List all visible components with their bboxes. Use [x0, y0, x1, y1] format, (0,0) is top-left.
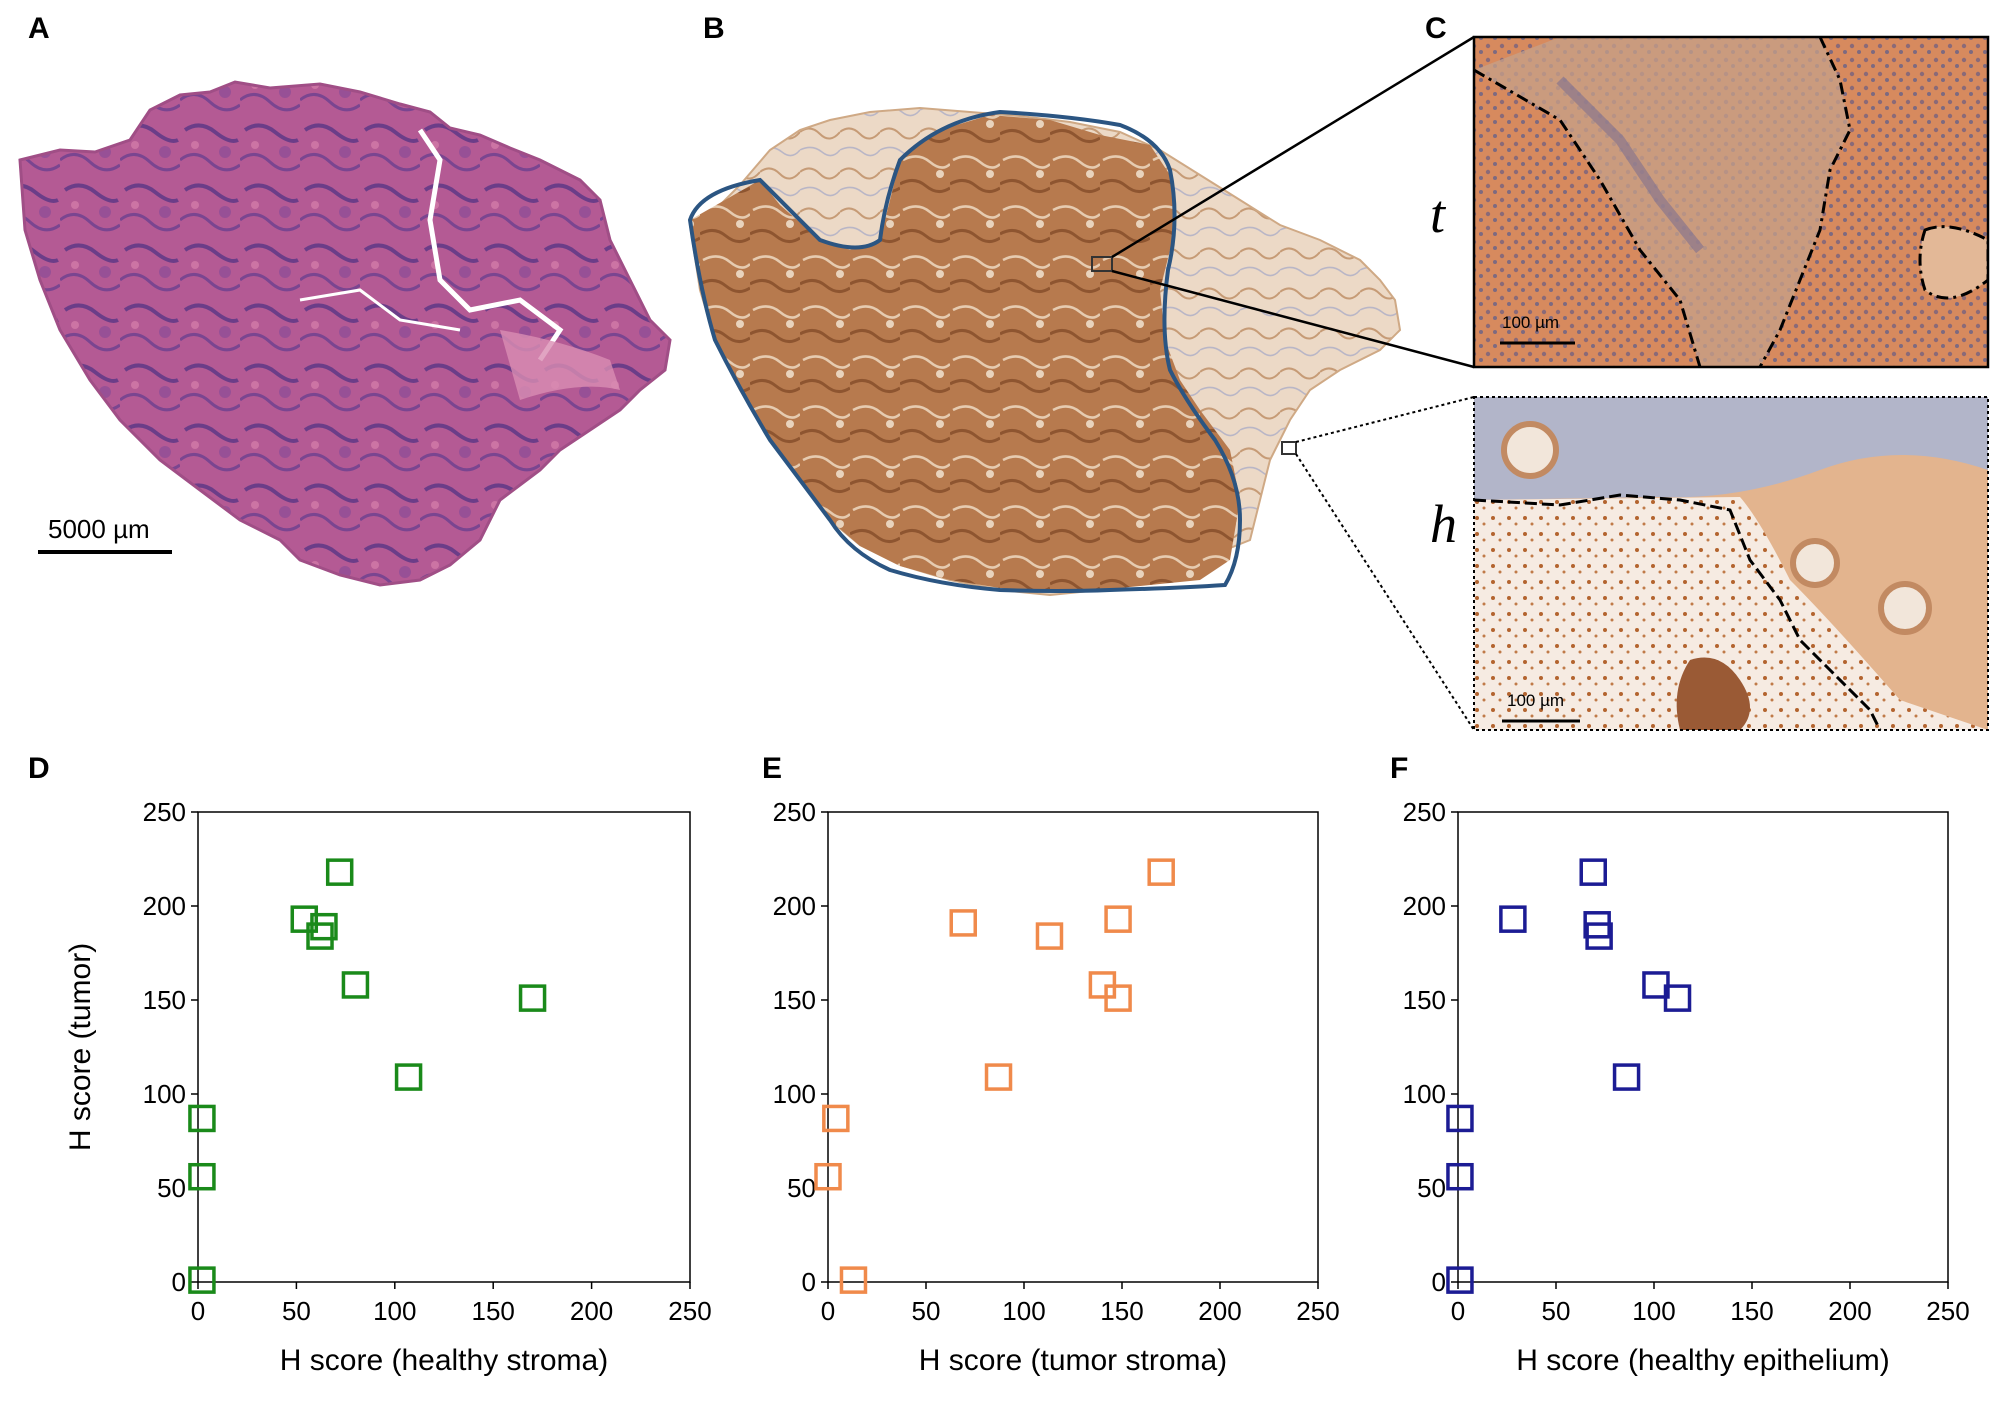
x-tick-label: 150 [472, 1296, 515, 1326]
scale-bar-label-main: 5000 µm [48, 514, 150, 544]
inset-box-h [1281, 441, 1297, 455]
y-tick-label: 0 [1432, 1267, 1446, 1297]
data-point [1446, 1162, 1474, 1191]
y-tick-label: 150 [143, 985, 186, 1015]
he-tissue-image [18, 80, 672, 587]
x-axis-label-e: H score (tumor stroma) [919, 1344, 1227, 1377]
x-tick-label: 0 [821, 1296, 835, 1326]
plot-frame-e [827, 811, 1319, 1283]
connector-line [1111, 269, 1475, 369]
data-point [814, 1162, 842, 1191]
data-point [188, 1104, 216, 1133]
data-point [188, 1162, 216, 1191]
x-tick-label: 100 [1632, 1296, 1675, 1326]
scatter-plot-e: 0 50 100 150 200 250 0 50 100 150 200 250 H score (t… [773, 797, 1340, 1377]
y-tick-label: 0 [802, 1267, 816, 1297]
data-point [290, 905, 319, 933]
x-axis-label-d: H score (healthy stroma) [280, 1344, 608, 1377]
inset-healthy-image [1474, 397, 1988, 730]
data-point [984, 1063, 1013, 1091]
x-tick-label: 100 [1002, 1296, 1045, 1326]
x-tick-label: 100 [373, 1296, 416, 1326]
inset-label-h: h [1430, 494, 1457, 554]
panel-label-f: F [1390, 752, 1408, 785]
data-point [1446, 1266, 1474, 1294]
scatter-plot-d: 0 50 100 150 200 250 0 50 100 150 200 250 H score (h… [64, 797, 712, 1377]
data-point [1104, 984, 1132, 1012]
inset-box-t [1091, 256, 1113, 272]
x-tick-label: 250 [1926, 1296, 1969, 1326]
y-tick-label: 50 [787, 1173, 816, 1203]
x-tick-label: 150 [1730, 1296, 1773, 1326]
data-point [306, 922, 334, 950]
panel-label-a: A [28, 12, 50, 45]
data-point [310, 912, 338, 941]
x-tick-label: 250 [668, 1296, 711, 1326]
data-point [1663, 984, 1692, 1012]
x-tick-label: 50 [1542, 1296, 1571, 1326]
inset-t-frame [1472, 35, 1990, 369]
x-tick-label: 0 [1451, 1296, 1465, 1326]
y-tick-label: 200 [773, 891, 816, 921]
x-tick-label: 50 [912, 1296, 941, 1326]
connector-line-dotted [1295, 396, 1475, 443]
x-tick-label: 0 [191, 1296, 205, 1326]
data-point [839, 1266, 868, 1294]
y-tick-label: 200 [1403, 891, 1446, 921]
data-point [1035, 922, 1064, 950]
y-tick-label: 250 [773, 797, 816, 827]
data-point [822, 1104, 850, 1133]
scale-bar-label-inset-t: 100 µm [1502, 313, 1559, 332]
data-point [394, 1063, 423, 1091]
data-point [1585, 922, 1613, 950]
y-tick-label: 50 [1417, 1173, 1446, 1203]
data-point [1147, 858, 1175, 886]
scatter-plot-f: 0 50 100 150 200 250 0 50 100 150 200 250 H score (h… [1403, 797, 1970, 1377]
inset-h-frame [1473, 396, 1989, 731]
ihc-tissue-image [687, 106, 1402, 597]
connector-line [1111, 35, 1475, 259]
scale-bar-label-inset-h: 100 µm [1507, 691, 1564, 710]
y-tick-label: 50 [157, 1173, 186, 1203]
panel-label-c: C [1425, 12, 1447, 45]
y-tick-label: 0 [172, 1267, 186, 1297]
x-tick-label: 200 [1828, 1296, 1871, 1326]
data-point [1612, 1063, 1641, 1091]
connector-line-dotted [1295, 453, 1475, 731]
data-point [341, 971, 370, 999]
plot-frame-f [1457, 811, 1949, 1283]
y-tick-label: 200 [143, 891, 186, 921]
plot-frame-d [197, 811, 691, 1283]
panel-label-b: B [703, 12, 725, 45]
x-tick-label: 200 [570, 1296, 613, 1326]
x-tick-label: 50 [282, 1296, 311, 1326]
y-tick-label: 100 [1403, 1079, 1446, 1109]
y-tick-label: 150 [773, 985, 816, 1015]
data-point [325, 858, 354, 886]
x-tick-label: 250 [1296, 1296, 1339, 1326]
tumor-outline [687, 109, 1243, 593]
y-tick-label: 100 [143, 1079, 186, 1109]
x-tick-label: 150 [1100, 1296, 1143, 1326]
x-tick-label: 200 [1198, 1296, 1241, 1326]
panel-label-d: D [28, 752, 50, 785]
y-tick-label: 250 [143, 797, 186, 827]
x-axis-label-f: H score (healthy epithelium) [1516, 1344, 1890, 1377]
data-point [1104, 905, 1132, 933]
data-point [1499, 905, 1527, 933]
data-point [1579, 858, 1607, 886]
y-axis-label-d: H score (tumor) [64, 943, 97, 1151]
panel-label-e: E [762, 752, 782, 785]
y-tick-label: 100 [773, 1079, 816, 1109]
inset-tumor-image [1474, 37, 1988, 367]
data-point [188, 1266, 216, 1294]
data-point [1446, 1104, 1474, 1133]
y-tick-label: 150 [1403, 985, 1446, 1015]
data-point [518, 984, 547, 1012]
y-tick-label: 250 [1403, 797, 1446, 827]
data-point [949, 909, 977, 937]
inset-label-t: t [1430, 184, 1447, 244]
